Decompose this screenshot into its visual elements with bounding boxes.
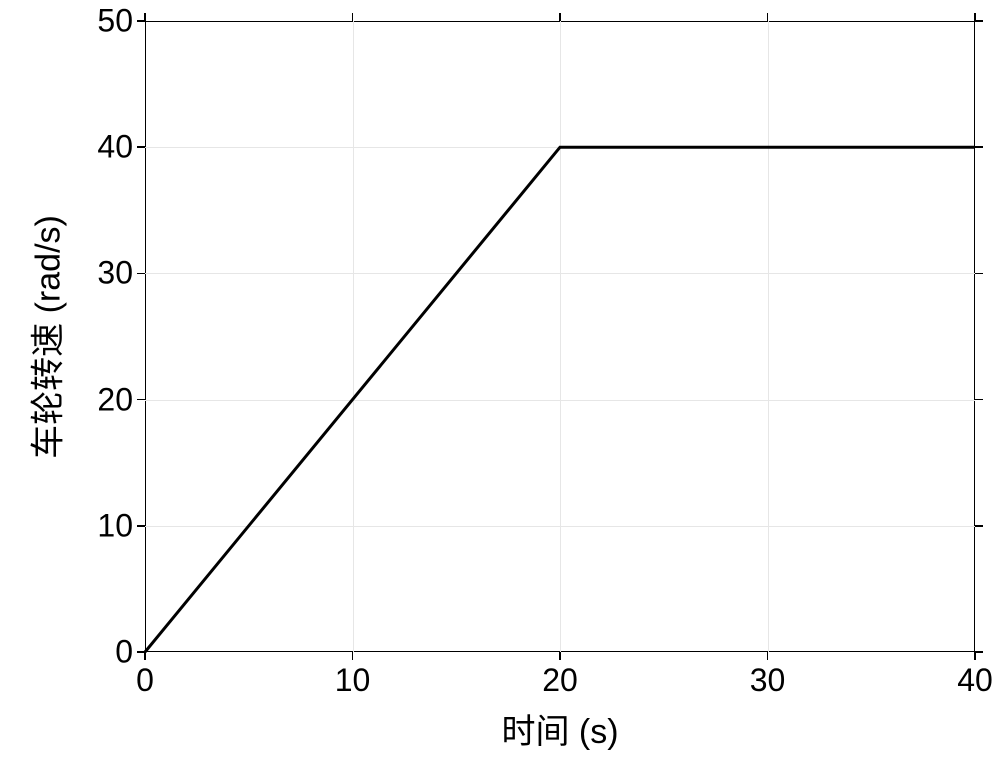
data-series [0,0,1000,774]
chart-container: 时间 (s) 车轮转速 (rad/s) 01020304001020304050 [0,0,1000,774]
